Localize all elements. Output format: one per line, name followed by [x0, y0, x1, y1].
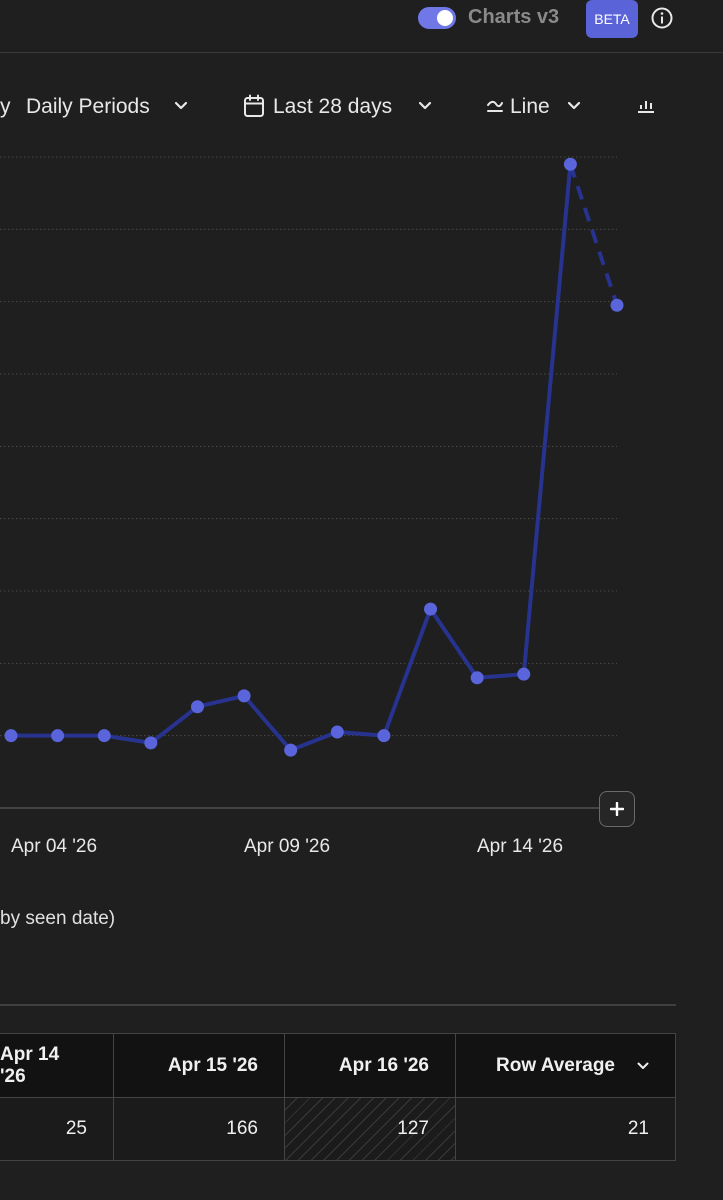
plus-icon — [610, 802, 624, 816]
chevron-down-icon — [418, 101, 432, 110]
series-line — [11, 163, 619, 753]
info-icon[interactable] — [651, 7, 673, 29]
column-header[interactable]: Apr 16 '26 — [285, 1034, 456, 1097]
chart-caption: by seen date) — [0, 908, 116, 929]
data-points — [4, 157, 624, 757]
data-point[interactable] — [4, 729, 18, 743]
data-point[interactable] — [144, 736, 158, 750]
date-range-dropdown[interactable]: Last 28 days — [273, 95, 393, 118]
column-header[interactable]: Apr 15 '26 — [114, 1034, 285, 1097]
chevron-down-icon — [174, 101, 188, 110]
table-cell-incomplete: 127 — [285, 1097, 456, 1160]
table-cell: 166 — [114, 1097, 285, 1160]
chevron-down-icon — [637, 1062, 649, 1069]
data-point[interactable] — [51, 729, 65, 743]
charts-v3-toggle[interactable] — [418, 7, 456, 29]
data-point[interactable] — [377, 729, 391, 743]
beta-badge: BETA — [586, 0, 638, 38]
bar-chart-icon[interactable] — [636, 97, 656, 115]
chevron-down-icon — [567, 101, 581, 110]
calendar-icon — [244, 94, 264, 117]
data-point[interactable] — [470, 671, 484, 685]
line-chart — [0, 156, 624, 809]
chart-type-dropdown[interactable]: Line — [510, 95, 550, 118]
add-annotation-button[interactable] — [599, 791, 635, 827]
charts-version-label: Charts v3 — [468, 6, 560, 28]
x-tick-label: Apr 04 '26 — [11, 836, 98, 857]
data-point[interactable] — [424, 602, 438, 616]
row-average-label: Row Average — [496, 1054, 615, 1076]
top-bar: Charts v3 BETA — [0, 0, 723, 53]
table-cell: 25 — [0, 1097, 114, 1160]
group-by-label: y — [0, 95, 11, 118]
section-divider — [0, 1004, 676, 1006]
data-point[interactable] — [97, 729, 111, 743]
data-point[interactable] — [610, 298, 624, 312]
x-tick-label: Apr 14 '26 — [477, 836, 564, 857]
data-point[interactable] — [190, 700, 204, 714]
row-average-cell: 21 — [456, 1097, 675, 1160]
grid-lines — [0, 156, 617, 809]
series-line-partial — [568, 163, 619, 306]
period-dropdown[interactable]: Daily Periods — [26, 95, 150, 118]
series-line-solid — [11, 164, 573, 753]
data-point[interactable] — [563, 157, 577, 171]
data-table: Apr 14 '26 Apr 15 '26 Apr 16 '26 Row Ave… — [0, 1033, 676, 1161]
row-average-header[interactable]: Row Average — [456, 1034, 675, 1097]
line-chart-icon — [487, 100, 503, 112]
column-header[interactable]: Apr 14 '26 — [0, 1034, 114, 1097]
data-point[interactable] — [237, 689, 251, 703]
data-point[interactable] — [517, 667, 531, 681]
data-point[interactable] — [284, 743, 298, 757]
data-point[interactable] — [330, 725, 344, 739]
toggle-knob — [437, 10, 453, 26]
x-tick-label: Apr 09 '26 — [244, 836, 331, 857]
